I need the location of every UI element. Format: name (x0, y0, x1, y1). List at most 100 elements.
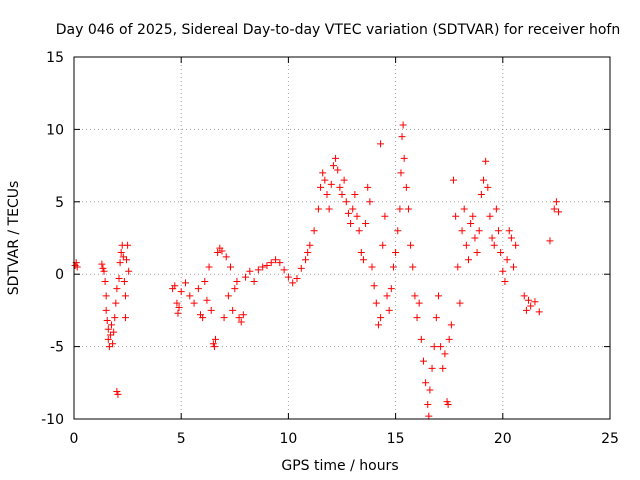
axis-ticks (73, 56, 611, 420)
data-point (484, 183, 492, 191)
data-point (117, 248, 125, 256)
data-point (355, 227, 363, 235)
data-point (112, 299, 120, 307)
data-point (210, 343, 218, 351)
data-point (293, 275, 301, 283)
data-point (464, 256, 472, 264)
data-point (120, 277, 128, 285)
data-point (171, 282, 179, 290)
data-point (104, 325, 112, 333)
y-tick-label: -10 (41, 412, 64, 428)
data-point (430, 343, 438, 351)
data-point (177, 288, 185, 296)
data-point (389, 263, 397, 271)
data-point (550, 205, 558, 213)
x-tick-label: 10 (279, 431, 297, 447)
data-point (259, 263, 267, 271)
data-point (469, 212, 477, 220)
data-point (115, 275, 123, 283)
data-point (319, 169, 327, 177)
data-point (272, 256, 280, 264)
data-points (71, 121, 563, 420)
data-point (103, 317, 111, 325)
data-point (402, 183, 410, 191)
data-point (116, 259, 124, 267)
data-point (227, 263, 235, 271)
chart-title: Day 046 of 2025, Sidereal Day-to-day VTE… (56, 22, 620, 38)
data-point (108, 321, 116, 329)
data-point (477, 191, 485, 199)
data-point (486, 212, 494, 220)
data-point (366, 198, 374, 206)
data-point (125, 267, 133, 275)
x-tick-label: 20 (494, 431, 512, 447)
data-point (364, 183, 372, 191)
data-point (444, 401, 452, 409)
data-point (110, 328, 118, 336)
x-tick-label: 5 (177, 431, 186, 447)
data-point (119, 253, 127, 261)
data-point (209, 340, 217, 348)
data-point (99, 264, 107, 272)
y-tick-label: -5 (50, 340, 64, 356)
data-point (104, 335, 112, 343)
data-point (362, 220, 370, 228)
data-point (302, 256, 310, 264)
data-point (535, 308, 543, 316)
data-point (428, 364, 436, 372)
data-point (351, 191, 359, 199)
data-point (218, 247, 226, 255)
data-point (555, 208, 563, 216)
data-point (175, 304, 183, 312)
x-axis-label: GPS time / hours (281, 458, 398, 474)
data-point (317, 183, 325, 191)
y-tick-label: 10 (46, 122, 64, 138)
data-point (443, 398, 451, 406)
data-point (374, 321, 382, 329)
data-point (462, 241, 470, 249)
data-point (385, 306, 393, 314)
data-point (503, 256, 511, 264)
data-point (201, 277, 209, 285)
data-point (280, 266, 288, 274)
x-tick-label: 25 (601, 431, 619, 447)
data-point (417, 335, 425, 343)
data-point (522, 306, 530, 314)
data-point (254, 266, 262, 274)
data-point (121, 292, 129, 300)
data-point (199, 314, 207, 322)
data-point (186, 292, 194, 300)
data-point (353, 212, 361, 220)
data-point (471, 234, 479, 242)
data-point (73, 263, 81, 271)
data-point (284, 273, 292, 281)
data-point (495, 227, 503, 235)
data-point (377, 140, 385, 148)
data-point (409, 263, 417, 271)
x-tick-labels: 0 5 10 15 20 25 (70, 431, 619, 447)
data-point (407, 241, 415, 249)
data-point (452, 212, 460, 220)
data-point (425, 412, 433, 420)
y-tick-label: 5 (55, 195, 64, 211)
data-point (510, 263, 518, 271)
data-point (231, 285, 239, 293)
data-point (531, 298, 539, 306)
data-point (242, 273, 250, 281)
data-point (488, 234, 496, 242)
data-point (379, 241, 387, 249)
data-point (520, 292, 528, 300)
data-point (482, 157, 490, 165)
data-point (194, 285, 202, 293)
data-point (344, 209, 352, 217)
data-point (121, 314, 129, 322)
data-point (377, 314, 385, 322)
data-point (340, 176, 348, 184)
data-point (394, 227, 402, 235)
data-point (342, 198, 350, 206)
data-point (387, 285, 395, 293)
data-point (552, 198, 560, 206)
data-point (439, 364, 447, 372)
data-point (106, 331, 114, 339)
data-point (102, 292, 110, 300)
